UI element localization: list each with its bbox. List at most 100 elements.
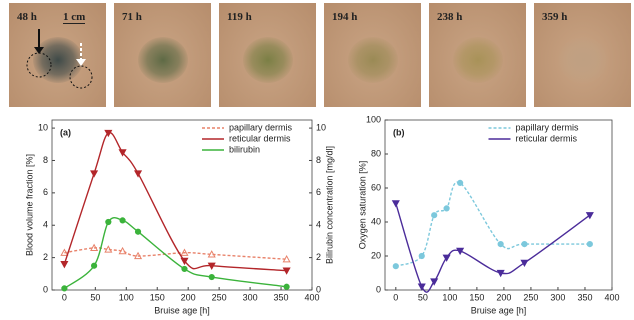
arrow-head [76, 59, 86, 66]
x-axis-label: Bruise age [h] [154, 305, 210, 315]
x-tick-label: 250 [523, 292, 538, 302]
y2-tick-label: 2 [316, 252, 321, 262]
point [586, 241, 593, 248]
bruise [558, 37, 608, 83]
point [430, 278, 439, 286]
y-tick-label: 6 [43, 187, 48, 197]
point [90, 262, 98, 269]
point [134, 228, 142, 235]
x-tick-label: 150 [150, 292, 165, 302]
point [521, 241, 528, 248]
panel-label: (b) [393, 127, 405, 137]
point [208, 273, 215, 281]
chart: 0 50 100 150 200 250 300 350 400 0 20 40 60 80 100 Brui… [357, 114, 619, 315]
legend-label: bilirubin [229, 144, 260, 154]
point [119, 217, 126, 224]
y-tick-label: 80 [371, 148, 381, 158]
point [391, 200, 400, 208]
point [417, 283, 426, 291]
point [443, 205, 450, 212]
scale-label: 1 cm [63, 11, 86, 24]
point [181, 265, 188, 273]
y-tick-label: 100 [366, 114, 381, 124]
y-tick-label: 2 [43, 252, 48, 262]
legend-label: reticular dermis [516, 133, 578, 143]
bruise [33, 37, 83, 83]
photo-strip: 48 h 1 cm 71 h 119 h 194 h 238 h 359 h [0, 0, 634, 112]
photo-label: 359 h [542, 11, 568, 23]
photo-label: 194 h [332, 11, 358, 23]
photo-label: 238 h [437, 11, 463, 23]
photo-annotations [26, 29, 93, 89]
point [282, 267, 291, 275]
y2-tick-label: 0 [316, 284, 321, 294]
y-tick-label: 20 [371, 250, 381, 260]
point [60, 260, 69, 269]
y2-tick-label: 8 [316, 155, 321, 165]
point [105, 218, 112, 226]
x-tick-label: 100 [119, 292, 134, 302]
x-tick-label: 100 [442, 292, 457, 302]
chart: 0 50 100 150 200 250 300 350 40002468100246810Br… [24, 119, 334, 315]
series-line [395, 181, 590, 267]
point [496, 269, 505, 278]
point [207, 262, 216, 270]
legend-label: papillary dermis [229, 122, 293, 132]
x-tick-label: 0 [62, 292, 67, 302]
x-tick-label: 50 [90, 292, 100, 302]
point [431, 212, 438, 219]
y2-tick-label: 6 [316, 187, 321, 197]
x-tick-label: 250 [212, 292, 227, 302]
y-axis-label: Blood volume fraction [%] [24, 154, 34, 256]
point [118, 246, 127, 255]
point [134, 170, 143, 178]
x-tick-label: 0 [393, 292, 398, 302]
bruise-photo: 238 h [429, 3, 526, 107]
point [283, 283, 290, 290]
y-tick-label: 0 [43, 284, 48, 294]
bruise [138, 37, 188, 83]
x-tick-label: 350 [577, 292, 592, 302]
x-tick-label: 400 [304, 292, 319, 302]
point [456, 247, 465, 256]
point [418, 252, 425, 260]
x-tick-label: 400 [604, 292, 619, 302]
point [457, 179, 464, 187]
plot-frame [51, 119, 313, 291]
bruise [348, 37, 398, 83]
x-tick-label: 200 [181, 292, 196, 302]
bruise-photo: 48 h 1 cm [9, 3, 106, 107]
bruise-photo: 194 h [324, 3, 421, 107]
point [497, 241, 504, 248]
y2-tick-label: 4 [316, 220, 321, 230]
point [442, 254, 451, 262]
bruise-photo: 359 h [534, 3, 631, 107]
point [520, 259, 529, 268]
x-tick-label: 300 [550, 292, 565, 302]
photo-label: 71 h [122, 11, 142, 23]
bruise [243, 37, 293, 83]
charts: 0 50 100 150 200 250 300 350 40002468100246810Br… [24, 114, 619, 315]
x-tick-label: 200 [496, 292, 511, 302]
bruise-photo: 119 h [219, 3, 316, 107]
circle-marker [26, 52, 52, 78]
legend-label: reticular dermis [229, 133, 291, 143]
x-tick-label: 50 [418, 292, 428, 302]
panel-label: (a) [60, 127, 71, 137]
legend-label: papillary dermis [516, 122, 580, 132]
point [585, 212, 594, 220]
point [61, 285, 68, 292]
y-tick-label: 10 [38, 122, 48, 132]
point [282, 255, 291, 263]
point [180, 248, 189, 256]
point [392, 263, 399, 270]
point [104, 129, 113, 138]
point [180, 257, 189, 266]
y2-tick-label: 10 [316, 122, 326, 132]
y-tick-label: 8 [43, 155, 48, 165]
arrow-head [34, 47, 44, 54]
point [118, 149, 127, 157]
point [207, 250, 216, 258]
y-tick-label: 60 [371, 182, 381, 192]
x-axis-label: Bruise age [h] [471, 305, 527, 315]
